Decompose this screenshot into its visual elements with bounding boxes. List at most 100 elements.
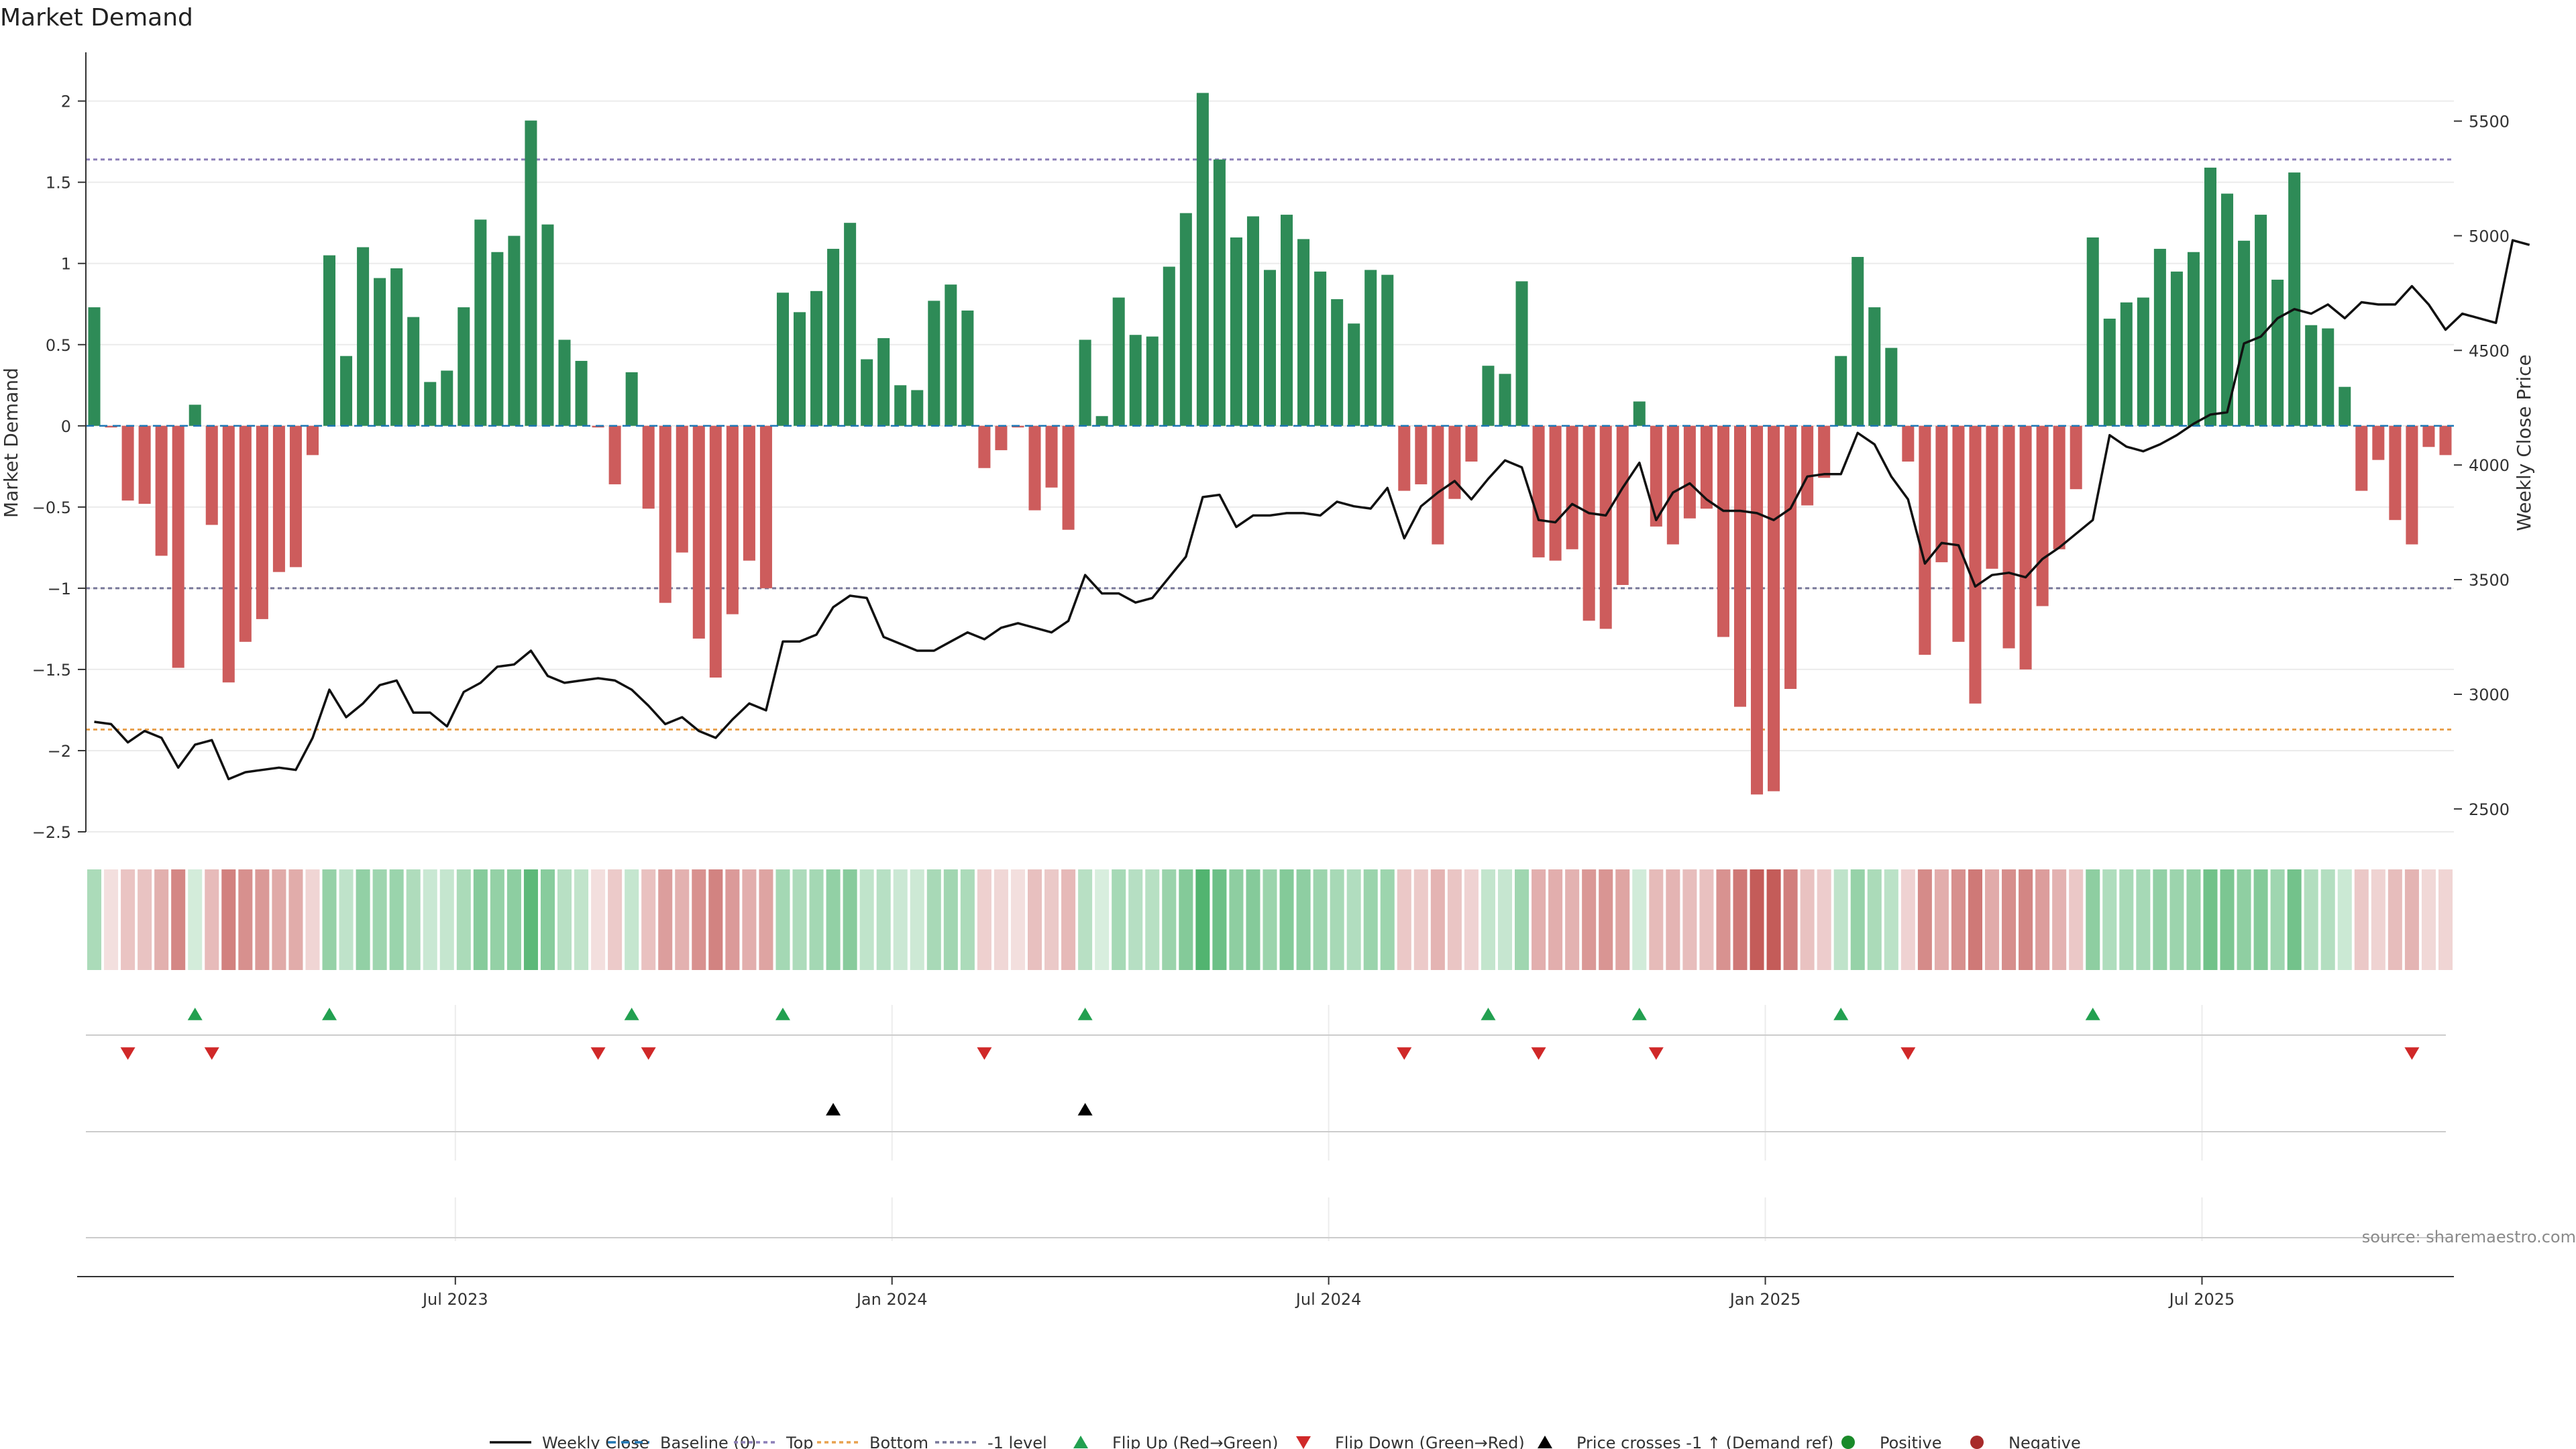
legend-swatch-5 bbox=[1073, 1436, 1088, 1448]
heat-cell-negative bbox=[305, 869, 320, 970]
heat-cell-positive bbox=[876, 869, 891, 970]
demand-bar-negative bbox=[1902, 425, 1915, 462]
heat-cell-positive bbox=[2136, 869, 2151, 970]
demand-bar-negative bbox=[726, 425, 739, 614]
y-tick-label: −1 bbox=[48, 580, 71, 598]
heat-cell-positive bbox=[1263, 869, 1277, 970]
demand-bar-negative bbox=[1952, 425, 1965, 642]
heat-cell-negative bbox=[1430, 869, 1445, 970]
demand-bar-negative bbox=[222, 425, 235, 683]
heat-cell-negative bbox=[2052, 869, 2067, 970]
demand-bar-negative bbox=[1599, 425, 1612, 629]
demand-bar-positive bbox=[793, 312, 806, 426]
demand-bar-negative bbox=[759, 425, 772, 588]
chart-title: Market Demand bbox=[0, 4, 193, 32]
demand-bar-negative bbox=[1616, 425, 1629, 586]
demand-bar-positive bbox=[1179, 213, 1192, 426]
legend-swatch-6 bbox=[1296, 1436, 1311, 1449]
heat-cell-positive bbox=[1330, 869, 1344, 970]
heat-cell-positive bbox=[372, 869, 387, 970]
heat-cell-negative bbox=[1783, 869, 1798, 970]
heat-cell-negative bbox=[2002, 869, 2017, 970]
demand-bar-negative bbox=[995, 425, 1008, 451]
flip-down-marker bbox=[120, 1047, 136, 1060]
heat-cell-positive bbox=[2287, 869, 2302, 970]
demand-bar-negative bbox=[1801, 425, 1814, 506]
heat-cell-negative bbox=[1413, 869, 1428, 970]
flip-up-marker bbox=[1077, 1008, 1093, 1020]
demand-bar-positive bbox=[928, 301, 941, 426]
demand-bar-positive bbox=[491, 252, 504, 426]
demand-bar-positive bbox=[1146, 336, 1159, 426]
heat-cell-positive bbox=[1078, 869, 1093, 970]
demand-bar-positive bbox=[558, 339, 571, 426]
left-axis-ticks: 2 1.5 1 0.5 0 −0.5 −1 −1.5 −2 −2.5 bbox=[32, 52, 87, 842]
heat-cell-positive bbox=[356, 869, 370, 970]
heat-cell-negative bbox=[759, 869, 773, 970]
demand-bar-negative bbox=[608, 425, 621, 484]
demand-bar-positive bbox=[1314, 271, 1327, 426]
demand-bar-positive bbox=[2255, 215, 2267, 426]
heat-cell-negative bbox=[658, 869, 673, 970]
heat-cell-negative bbox=[1733, 869, 1748, 970]
demand-bar-negative bbox=[2422, 425, 2435, 447]
legend-label-1: Baseline (0) bbox=[660, 1434, 756, 1449]
x-tick-label: Jan 2025 bbox=[1729, 1290, 1801, 1309]
demand-bar-negative bbox=[256, 425, 268, 619]
heat-cell-negative bbox=[708, 869, 723, 970]
demand-bar-positive bbox=[2103, 319, 2116, 426]
heat-cell-positive bbox=[2203, 869, 2218, 970]
y2-tick-label: 5500 bbox=[2469, 113, 2510, 131]
demand-bar-negative bbox=[709, 425, 722, 678]
demand-bar-negative bbox=[692, 425, 705, 639]
heat-cell-negative bbox=[1766, 869, 1781, 970]
y-tick-label: −1.5 bbox=[32, 661, 71, 680]
demand-bar-negative bbox=[1818, 425, 1831, 478]
heat-cell-negative bbox=[994, 869, 1008, 970]
right-axis-ticks: 5500 5000 4500 4000 3500 3000 2500 bbox=[2454, 113, 2510, 819]
heat-cell-positive bbox=[1195, 869, 1210, 970]
demand-bar-positive bbox=[2322, 328, 2334, 426]
reference-lines bbox=[86, 158, 2454, 731]
heat-cell-positive bbox=[1112, 869, 1126, 970]
demand-bar-positive bbox=[374, 278, 386, 426]
flip-down-marker bbox=[641, 1047, 656, 1060]
heat-cell-negative bbox=[2069, 869, 2084, 970]
demand-bar-positive bbox=[861, 359, 873, 426]
heat-cell-negative bbox=[154, 869, 169, 970]
heat-cell-positive bbox=[322, 869, 337, 970]
heat-cell-positive bbox=[1162, 869, 1177, 970]
flip-up-marker bbox=[1833, 1008, 1849, 1020]
heat-cell-negative bbox=[1447, 869, 1462, 970]
demand-bar-positive bbox=[1112, 297, 1125, 426]
heat-cell-positive bbox=[1497, 869, 1513, 970]
heat-cell-positive bbox=[826, 869, 841, 970]
demand-bar-positive bbox=[2271, 279, 2284, 426]
demand-bar-negative bbox=[272, 425, 285, 572]
demand-bar-positive bbox=[2339, 386, 2351, 426]
demand-bar-positive bbox=[1381, 274, 1394, 426]
y2-tick-label: 4500 bbox=[2469, 341, 2510, 360]
demand-bar-negative bbox=[2002, 425, 2015, 649]
heat-cell-positive bbox=[809, 869, 824, 970]
heat-cell-positive bbox=[490, 869, 504, 970]
heat-cell-negative bbox=[1900, 869, 1915, 970]
heat-cell-negative bbox=[1464, 869, 1479, 970]
heat-cell-positive bbox=[1850, 869, 1865, 970]
legend-label-8: Positive bbox=[1880, 1434, 1942, 1449]
heat-cell-negative bbox=[742, 869, 757, 970]
flip-down-marker bbox=[2404, 1047, 2420, 1060]
demand-bar-negative bbox=[155, 425, 168, 556]
demand-bar-positive bbox=[2204, 167, 2216, 426]
heat-cell-negative bbox=[1917, 869, 1932, 970]
demand-bar-positive bbox=[2288, 172, 2301, 426]
demand-bar-positive bbox=[827, 248, 840, 426]
heat-cell-positive bbox=[2169, 869, 2184, 970]
heat-cell-positive bbox=[1279, 869, 1294, 970]
demand-bar-positive bbox=[625, 372, 638, 426]
heat-cell-negative bbox=[1397, 869, 1411, 970]
demand-bar-positive bbox=[2137, 297, 2149, 426]
flip-down-marker bbox=[1531, 1047, 1546, 1060]
demand-bar-positive bbox=[88, 307, 101, 426]
heat-cell-negative bbox=[1968, 869, 1983, 970]
